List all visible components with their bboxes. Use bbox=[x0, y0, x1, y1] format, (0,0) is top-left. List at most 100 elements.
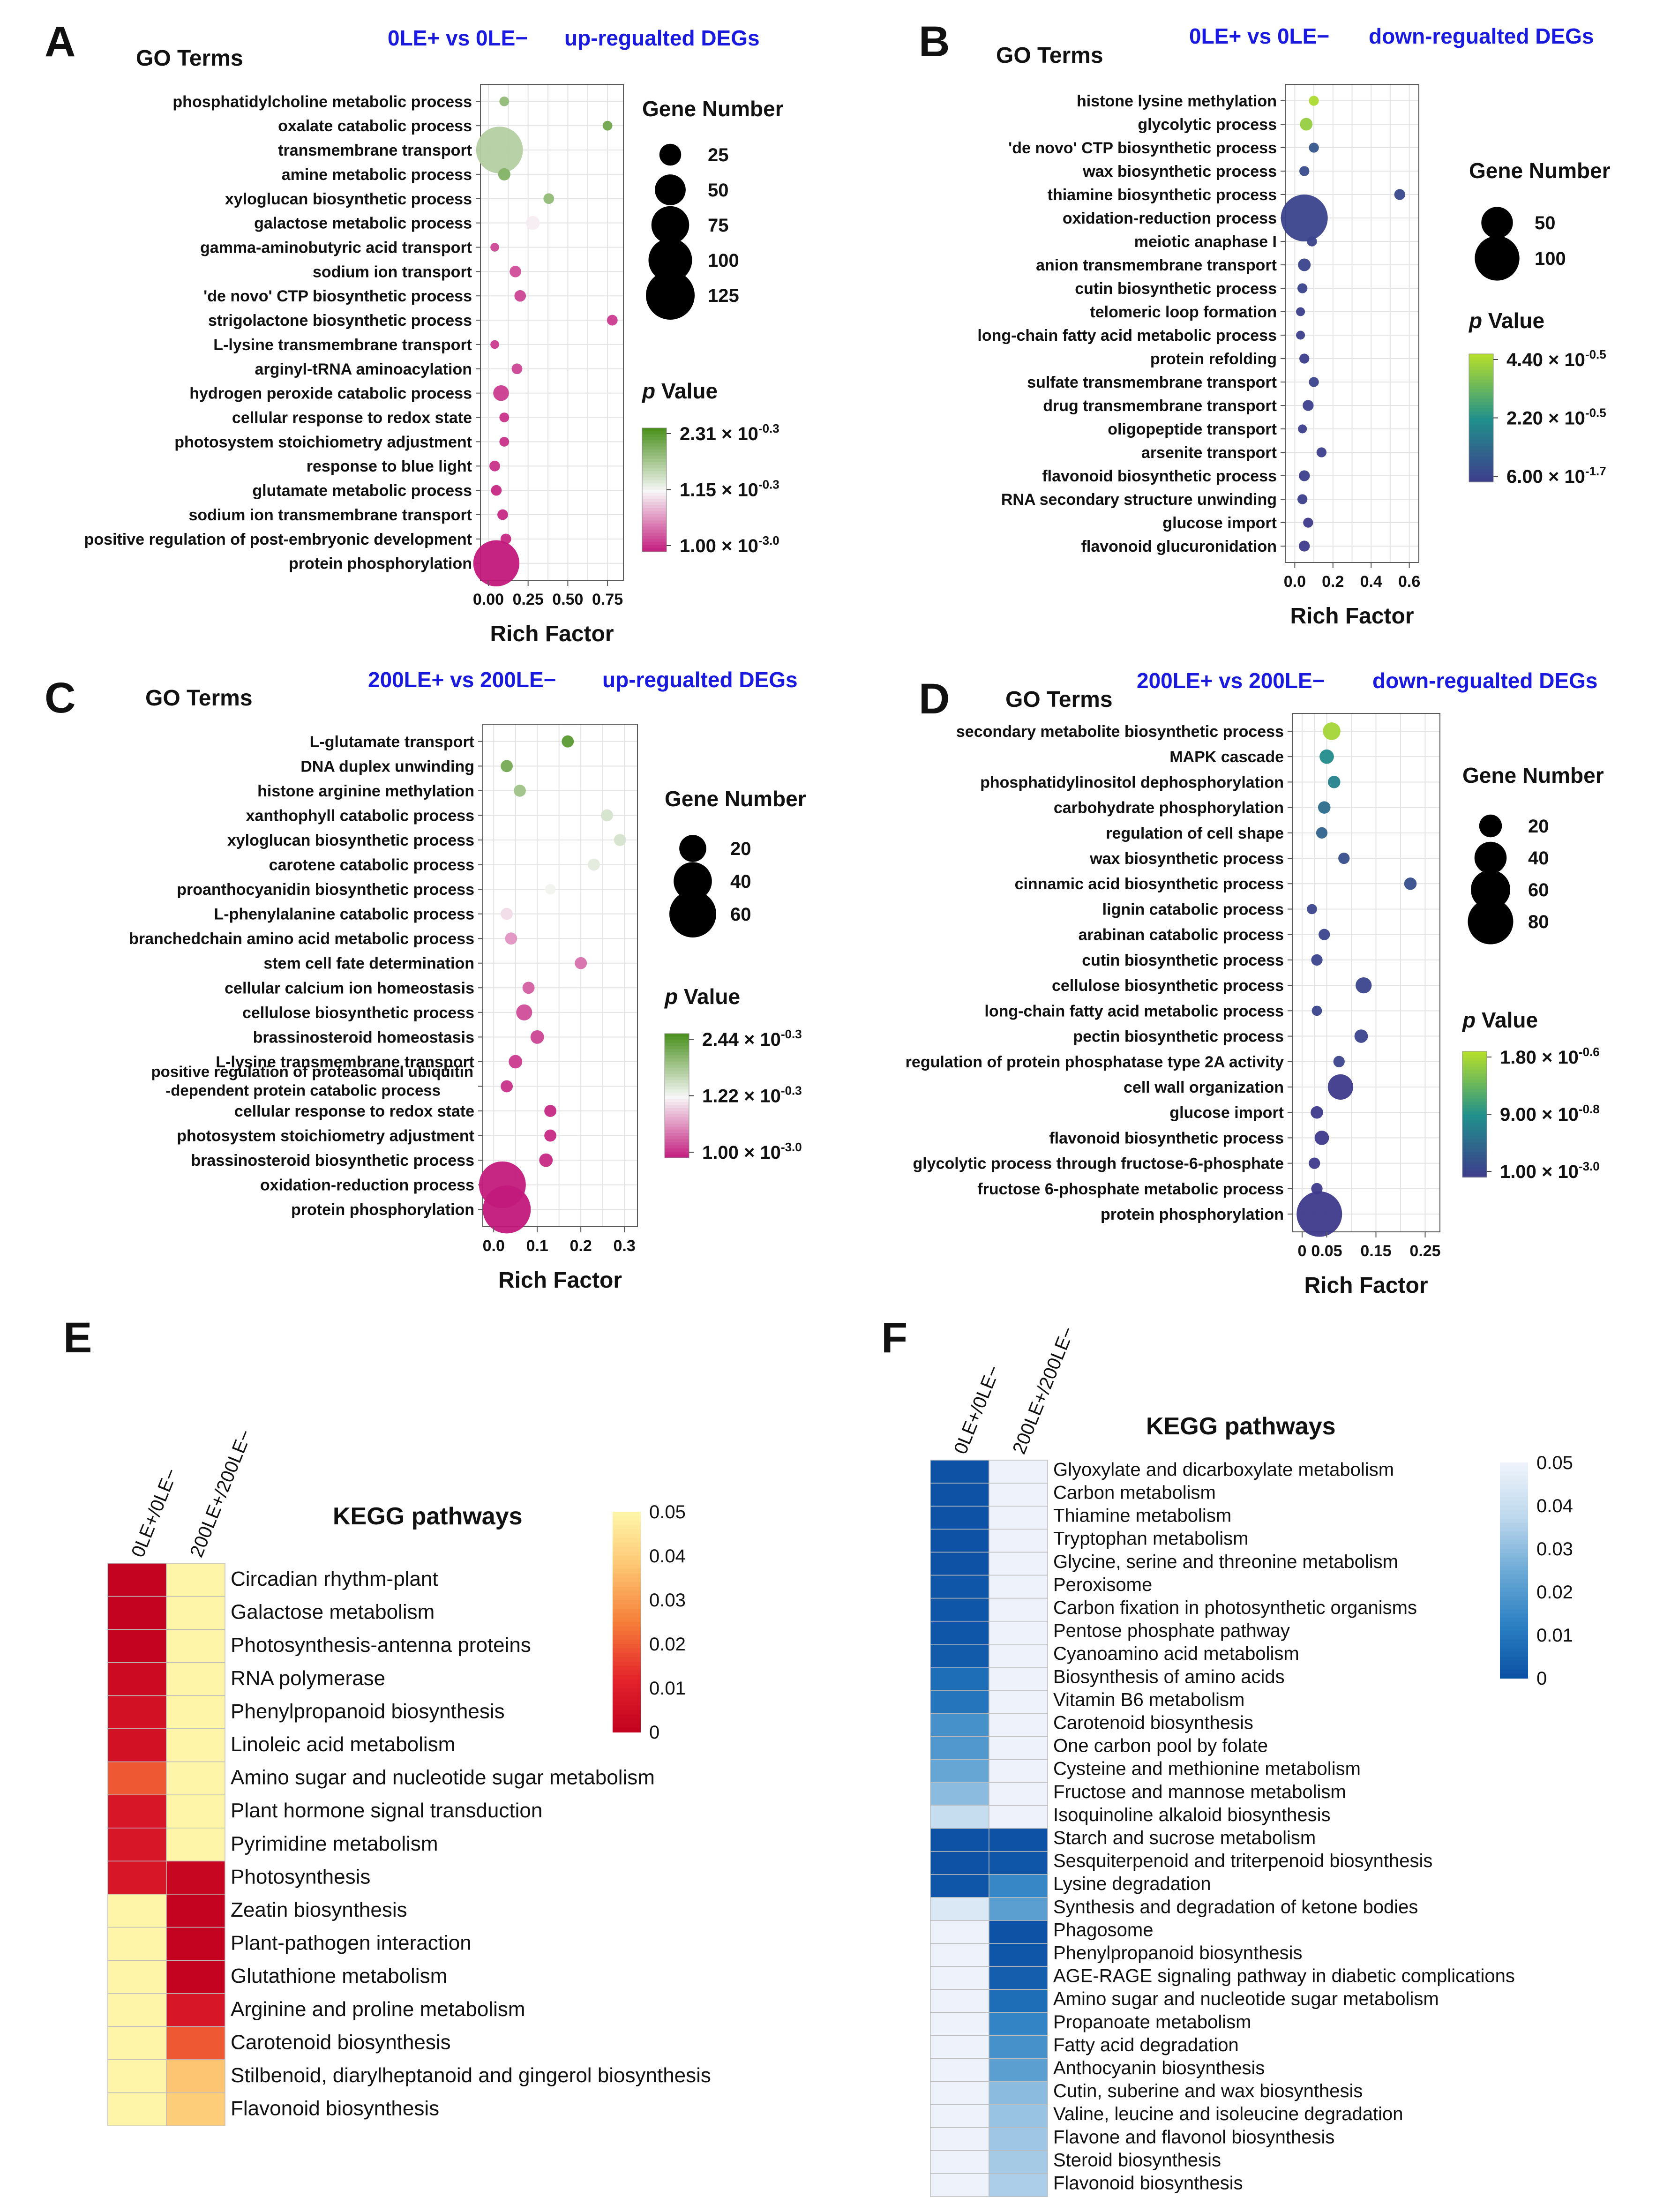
pvalue-colorbar-step bbox=[665, 1080, 689, 1084]
pvalue-colorbar-step bbox=[642, 545, 667, 549]
kegg-pathway-label: Circadian rhythm-plant bbox=[231, 1567, 438, 1590]
go-term-label: sodium ion transport bbox=[313, 263, 472, 281]
pvalue-colorbar-step bbox=[1469, 459, 1493, 464]
kegg-colorbar-step bbox=[1500, 1609, 1528, 1614]
panel-b-label: B bbox=[919, 18, 950, 66]
kegg-colorbar-step bbox=[1500, 1484, 1528, 1489]
kegg-colorbar-step bbox=[1500, 1514, 1528, 1519]
bubble-protein-phosphorylation bbox=[482, 1185, 531, 1234]
pvalue-colorbar-step bbox=[1469, 469, 1493, 473]
bubble-sodium-ion-transport bbox=[510, 266, 521, 277]
kegg-colorbar-step bbox=[1500, 1630, 1528, 1635]
go-term-label: brassinosteroid homeostasis bbox=[253, 1028, 474, 1046]
kegg-pathway-label: Pyrimidine metabolism bbox=[231, 1832, 438, 1855]
pvalue-legend-label: 6.00 × 10-1.7 bbox=[1506, 464, 1606, 487]
go-term-label: histone lysine methylation bbox=[1077, 92, 1277, 110]
kegg-pathway-label: RNA polymerase bbox=[231, 1667, 385, 1690]
kegg-pathway-label: Zeatin biosynthesis bbox=[231, 1898, 407, 1921]
kegg-colorbar-step bbox=[1500, 1492, 1528, 1498]
x-tick-label: 0.2 bbox=[1322, 573, 1344, 591]
pvalue-colorbar-step bbox=[1462, 1086, 1487, 1090]
kegg-colorbar-step bbox=[613, 1661, 641, 1666]
size-legend-label: 40 bbox=[1528, 848, 1549, 869]
pvalue-colorbar-step bbox=[642, 529, 667, 533]
pvalue-colorbar-step bbox=[1469, 373, 1493, 377]
size-legend-dot bbox=[669, 891, 716, 937]
x-axis-title: Rich Factor bbox=[1290, 604, 1414, 629]
pvalue-colorbar-step bbox=[1469, 376, 1493, 380]
pvalue-colorbar-step bbox=[1462, 1089, 1487, 1093]
kegg-colorbar-step bbox=[1500, 1536, 1528, 1541]
kegg-colorbar-step bbox=[1500, 1471, 1528, 1476]
kegg-pathway-label: Isoquinoline alkaloid biosynthesis bbox=[1053, 1805, 1330, 1825]
kegg-colorbar-step bbox=[613, 1705, 641, 1710]
kegg-pathway-label: Cutin, suberine and wax biosynthesis bbox=[1053, 2081, 1363, 2101]
heatmap-cell bbox=[989, 2173, 1048, 2197]
go-term-label: protein refolding bbox=[1150, 350, 1277, 368]
kegg-colorbar-step bbox=[1500, 1510, 1528, 1515]
go-term-label: protein phosphorylation bbox=[289, 555, 472, 573]
pvalue-legend-title: p Value bbox=[1461, 1008, 1538, 1032]
pvalue-colorbar-step bbox=[1469, 472, 1493, 476]
heatmap-cell bbox=[930, 1966, 989, 1990]
pvalue-legend-title: p Value bbox=[664, 984, 740, 1009]
pvalue-colorbar-step bbox=[642, 471, 667, 475]
comparison-header: 0LE+ vs 0LE− bbox=[1189, 24, 1329, 48]
go-term-label: regulation of protein phosphatase type 2… bbox=[906, 1053, 1284, 1071]
pvalue-colorbar-step bbox=[642, 511, 667, 515]
go-term-label: oligopeptide transport bbox=[1108, 420, 1277, 438]
panel-a-label: A bbox=[45, 18, 75, 66]
size-legend-label: 20 bbox=[1528, 816, 1549, 837]
size-legend-label: 100 bbox=[1535, 248, 1566, 269]
x-tick-label: 0 bbox=[1298, 1242, 1307, 1260]
bubble-protein-phosphorylation bbox=[473, 540, 520, 586]
size-legend-dot bbox=[674, 862, 712, 900]
pvalue-colorbar-step bbox=[642, 505, 667, 509]
go-term-label: protein phosphorylation bbox=[1101, 1206, 1284, 1223]
heatmap-cell bbox=[930, 1620, 989, 1645]
heatmap-cell bbox=[989, 2058, 1048, 2082]
go-term-label: xyloglucan biosynthetic process bbox=[225, 190, 472, 208]
kegg-pathway-label: Fructose and mannose metabolism bbox=[1053, 1782, 1346, 1802]
go-term-label: cellulose biosynthetic process bbox=[1052, 977, 1284, 995]
go-term-label: thiamine biosynthetic process bbox=[1048, 186, 1277, 204]
heatmap-cell bbox=[989, 1736, 1048, 1760]
heatmap-cell bbox=[989, 1966, 1048, 1990]
kegg-colorbar-step bbox=[613, 1666, 641, 1671]
pvalue-colorbar-step bbox=[665, 1102, 689, 1106]
kegg-colorbar-step bbox=[613, 1718, 641, 1724]
kegg-pathway-label: Starch and sucrose metabolism bbox=[1053, 1828, 1316, 1848]
heatmap-cell bbox=[989, 1667, 1048, 1691]
pvalue-colorbar-step bbox=[665, 1049, 689, 1053]
go-term-label: hydrogen peroxide catabolic process bbox=[189, 385, 472, 403]
bubble-meiotic-anaphase-i bbox=[1307, 236, 1317, 247]
size-legend-dot bbox=[646, 271, 695, 320]
heatmap-cell bbox=[166, 1894, 225, 1928]
kegg-colorbar-step bbox=[613, 1564, 641, 1570]
pvalue-colorbar-step bbox=[1462, 1161, 1487, 1165]
bubble-cutin-biosynthetic-process bbox=[1297, 283, 1308, 293]
pvalue-colorbar-step bbox=[1462, 1152, 1487, 1156]
bubble-cellular-response-to-redox-state bbox=[499, 412, 510, 422]
kegg-colorbar-step bbox=[1500, 1561, 1528, 1567]
pvalue-colorbar-step bbox=[1462, 1073, 1487, 1077]
heatmap-cell bbox=[930, 1920, 989, 1944]
kegg-pathway-label: One carbon pool by folate bbox=[1053, 1736, 1268, 1756]
bubble-proanthocyanidin-biosynthetic-process bbox=[545, 884, 556, 895]
heatmap-cell bbox=[930, 1874, 989, 1898]
go-terms-heading: GO Terms bbox=[996, 43, 1103, 68]
pvalue-colorbar-step bbox=[665, 1092, 689, 1096]
go-term-label: glucose import bbox=[1169, 1104, 1284, 1122]
kegg-pathway-label: Carbon fixation in photosynthetic organi… bbox=[1053, 1597, 1417, 1618]
heatmap-cell bbox=[166, 1695, 225, 1729]
kegg-pathway-label: Synthesis and degradation of ketone bodi… bbox=[1053, 1897, 1418, 1917]
heatmap-cell bbox=[166, 1794, 225, 1829]
pvalue-colorbar-step bbox=[665, 1034, 689, 1037]
pvalue-colorbar-step bbox=[1462, 1117, 1487, 1121]
go-term-label: arabinan catabolic process bbox=[1079, 926, 1284, 944]
size-legend-dot bbox=[1481, 207, 1513, 239]
heatmap-cell bbox=[166, 1828, 225, 1862]
pvalue-colorbar-step bbox=[1469, 360, 1493, 364]
pvalue-colorbar-step bbox=[1462, 1083, 1487, 1087]
pvalue-colorbar-step bbox=[642, 483, 667, 487]
